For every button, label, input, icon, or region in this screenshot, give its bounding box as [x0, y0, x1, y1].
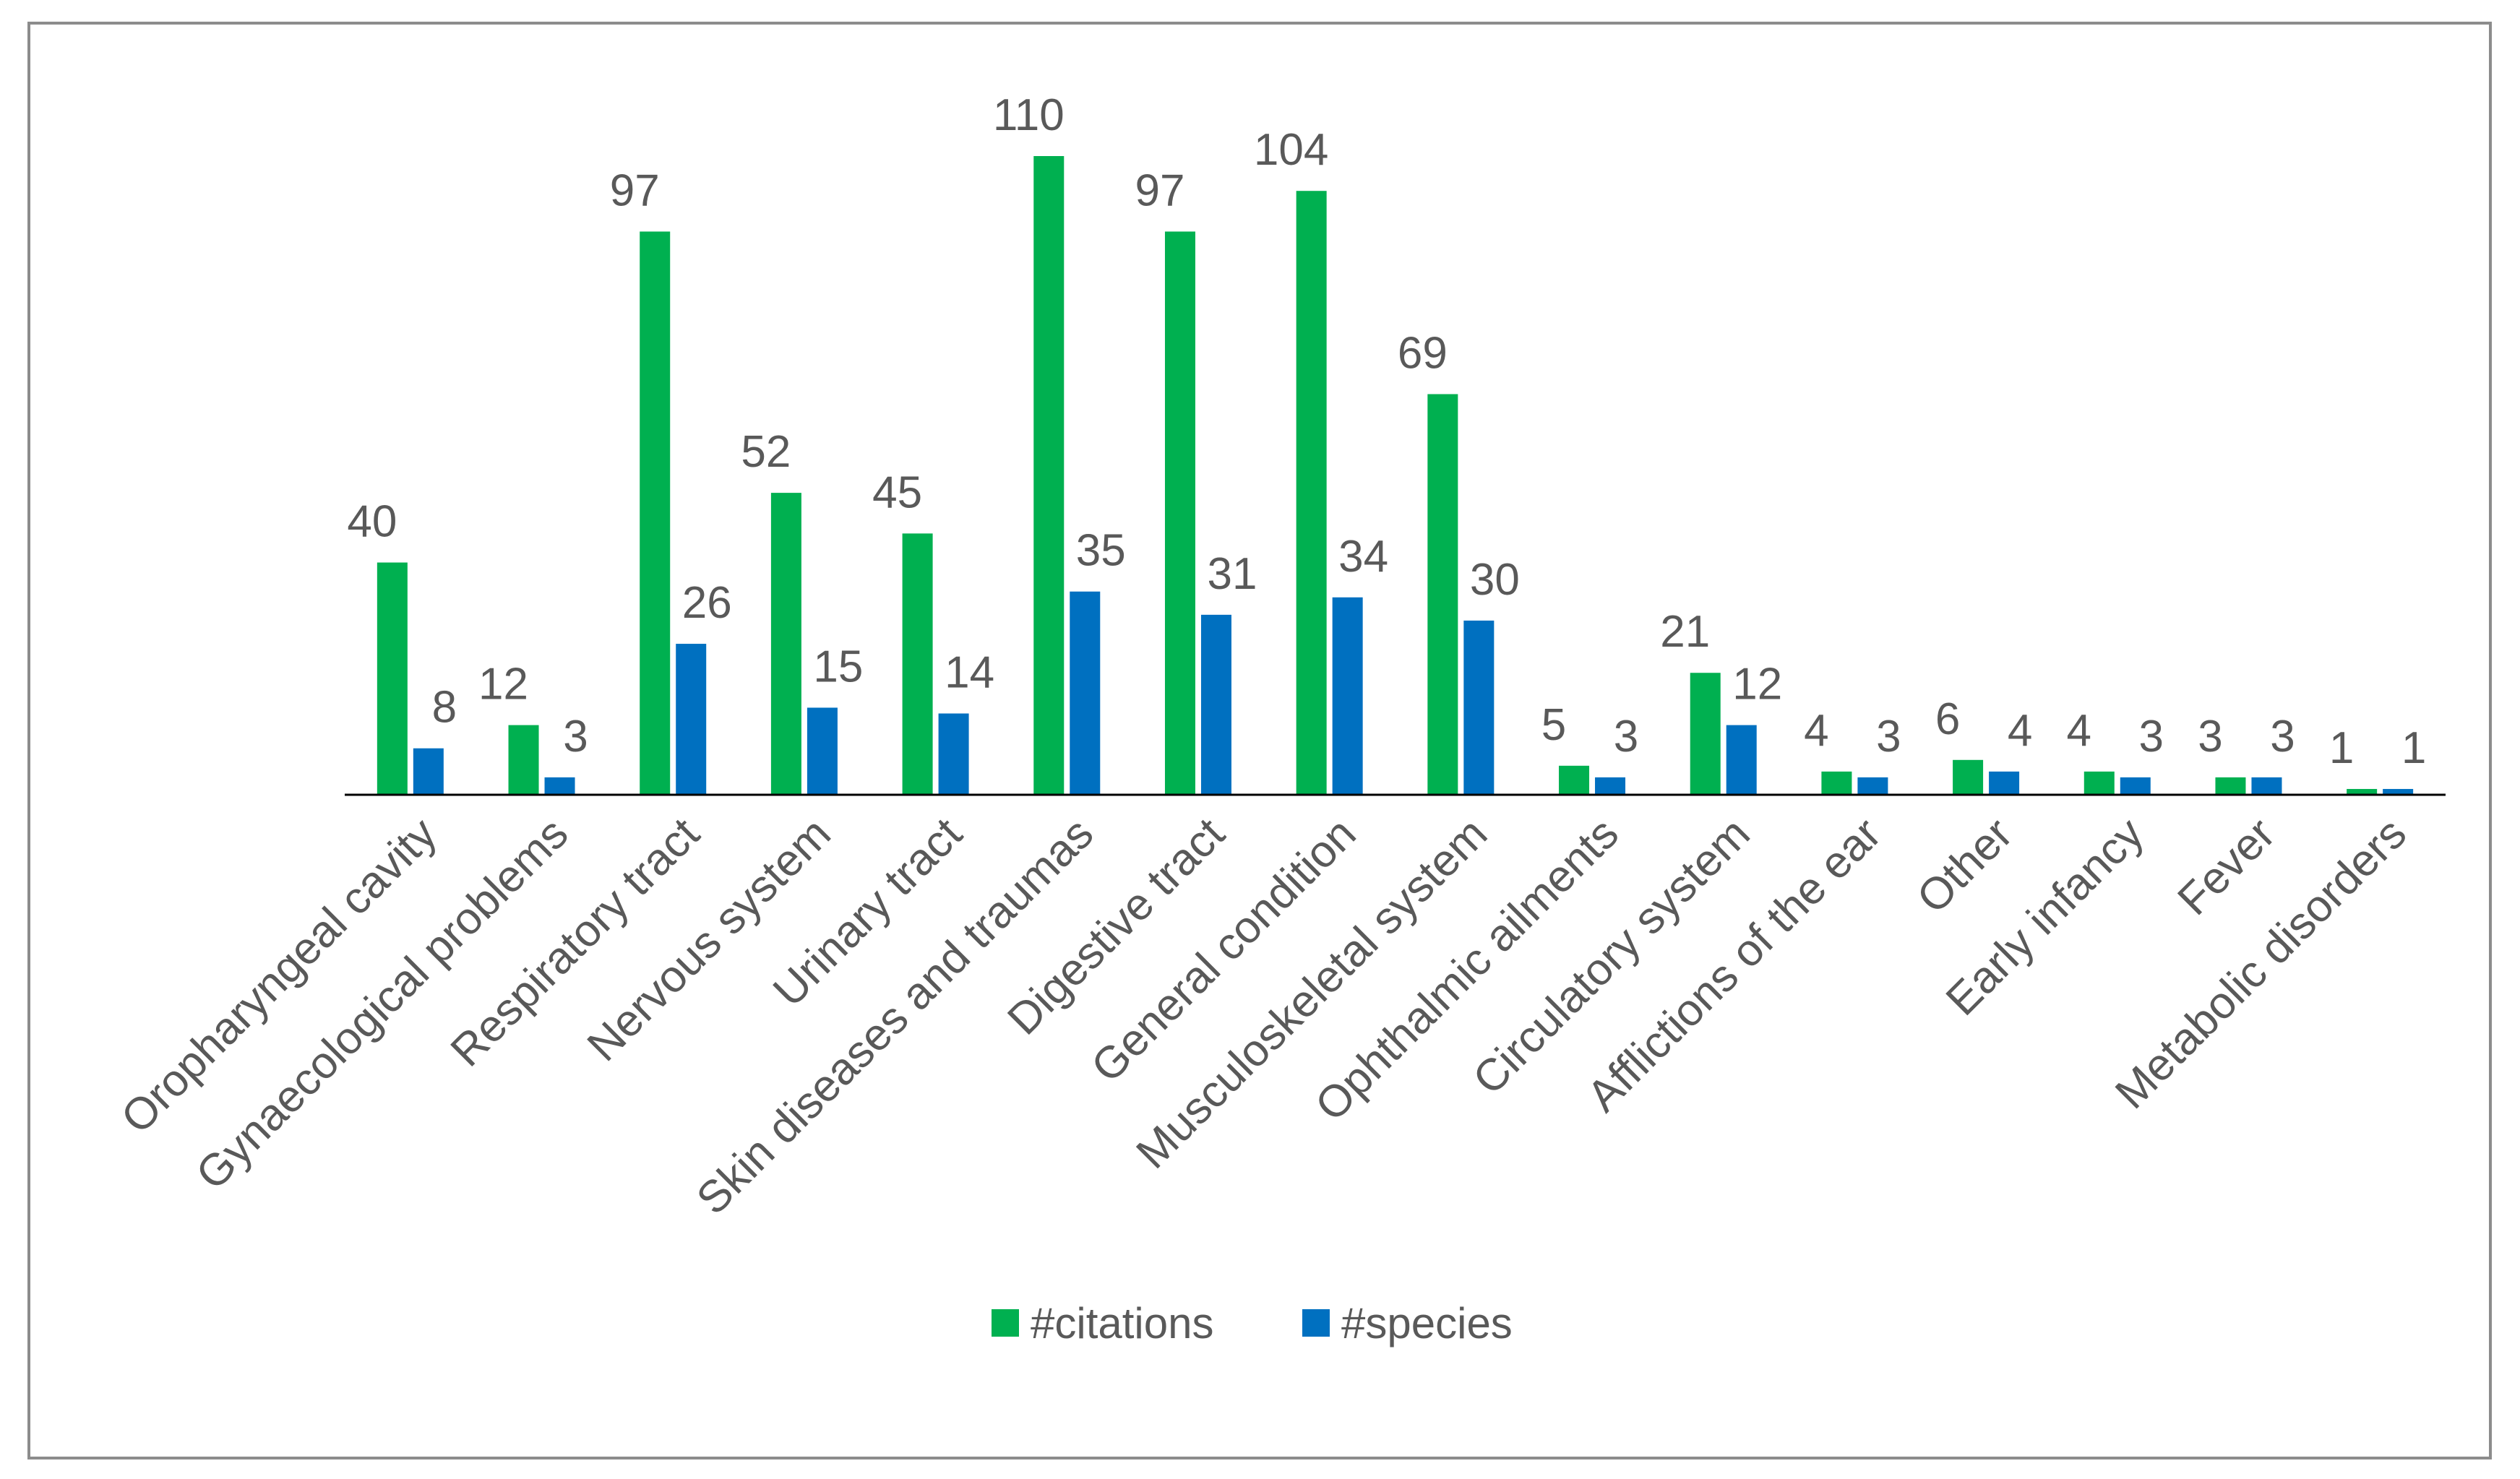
bar-citations-2 [640, 231, 671, 795]
legend-swatch-0 [992, 1309, 1019, 1337]
bar-species-13 [2120, 777, 2151, 795]
value-label-citations-11: 4 [1804, 706, 1828, 756]
value-label-species-1: 3 [563, 712, 588, 762]
bar-species-10 [1726, 725, 1757, 795]
bar-citations-9 [1559, 765, 1590, 795]
value-label-citations-15: 1 [2329, 723, 2354, 773]
bar-citations-7 [1296, 191, 1327, 795]
bar-species-12 [1989, 771, 2020, 795]
bar-citations-15 [2347, 788, 2378, 795]
category-label-3: Nervous system [578, 809, 840, 1071]
value-label-species-2: 26 [682, 578, 732, 628]
bar-citations-10 [1690, 673, 1721, 795]
bar-species-5 [1070, 591, 1101, 795]
value-label-citations-0: 40 [347, 497, 397, 547]
bar-species-2 [676, 644, 707, 795]
value-label-citations-5: 110 [993, 90, 1065, 140]
bar-species-9 [1595, 777, 1626, 795]
bar-citations-1 [508, 725, 539, 795]
bar-species-1 [544, 777, 575, 795]
bar-species-4 [938, 713, 969, 795]
bar-citations-11 [1821, 771, 1852, 795]
bar-citations-4 [902, 533, 933, 795]
value-label-species-4: 14 [945, 647, 994, 697]
bar-species-3 [807, 707, 838, 795]
value-label-species-7: 34 [1338, 532, 1388, 582]
value-label-species-15: 1 [2401, 723, 2426, 773]
value-label-citations-9: 5 [1541, 700, 1566, 750]
bar-citations-14 [2215, 777, 2246, 795]
value-label-citations-3: 52 [741, 427, 791, 477]
bar-citations-6 [1164, 231, 1195, 795]
legend-swatch-1 [1302, 1309, 1330, 1337]
category-label-2: Respiratory tract [442, 809, 709, 1076]
bar-species-0 [413, 748, 444, 795]
bar-citations-5 [1033, 156, 1065, 795]
value-label-citations-12: 6 [1935, 694, 1960, 744]
value-label-citations-2: 97 [610, 165, 660, 215]
bar-citations-8 [1427, 394, 1458, 795]
value-label-citations-1: 12 [478, 660, 528, 710]
bar-species-7 [1332, 597, 1363, 795]
value-label-species-6: 31 [1207, 549, 1257, 599]
bar-citations-13 [2083, 771, 2115, 795]
value-label-species-8: 30 [1470, 555, 1520, 605]
value-label-species-5: 35 [1076, 526, 1126, 576]
category-label-12: Other [1908, 809, 2022, 923]
value-label-citations-14: 3 [2198, 712, 2222, 762]
legend-label-0: #citations [1031, 1299, 1213, 1348]
value-label-citations-7: 104 [1254, 125, 1328, 175]
value-label-species-9: 3 [1614, 712, 1638, 762]
bar-species-11 [1857, 777, 1888, 795]
value-label-species-12: 4 [2008, 706, 2032, 756]
bar-citations-0 [377, 562, 408, 795]
bar-citations-12 [1953, 759, 1984, 795]
bars-group [377, 156, 2414, 795]
value-label-species-10: 12 [1732, 660, 1782, 710]
bar-species-14 [2251, 777, 2282, 795]
value-label-species-0: 8 [432, 683, 457, 733]
value-label-citations-8: 69 [1398, 328, 1448, 378]
value-label-citations-13: 4 [2067, 706, 2091, 756]
value-label-species-13: 3 [2139, 712, 2164, 762]
value-label-species-11: 3 [1876, 712, 1901, 762]
bar-species-6 [1200, 614, 1231, 795]
value-label-citations-10: 21 [1660, 607, 1710, 657]
bar-species-8 [1463, 620, 1495, 795]
value-label-citations-6: 97 [1135, 165, 1184, 215]
bar-citations-3 [770, 493, 801, 795]
value-label-species-14: 3 [2270, 712, 2295, 762]
bar-species-15 [2383, 788, 2414, 795]
chart-frame: 40 8 12 3 97 26 52 15 45 14 110 35 97 31 104 34 69 30 5 3 21… [27, 22, 2492, 1459]
value-label-citations-4: 45 [872, 467, 922, 517]
legend: #citations #species [992, 1299, 1513, 1348]
legend-label-1: #species [1341, 1299, 1513, 1348]
value-label-species-3: 15 [813, 642, 863, 691]
category-label-14: Fever [2169, 809, 2285, 925]
